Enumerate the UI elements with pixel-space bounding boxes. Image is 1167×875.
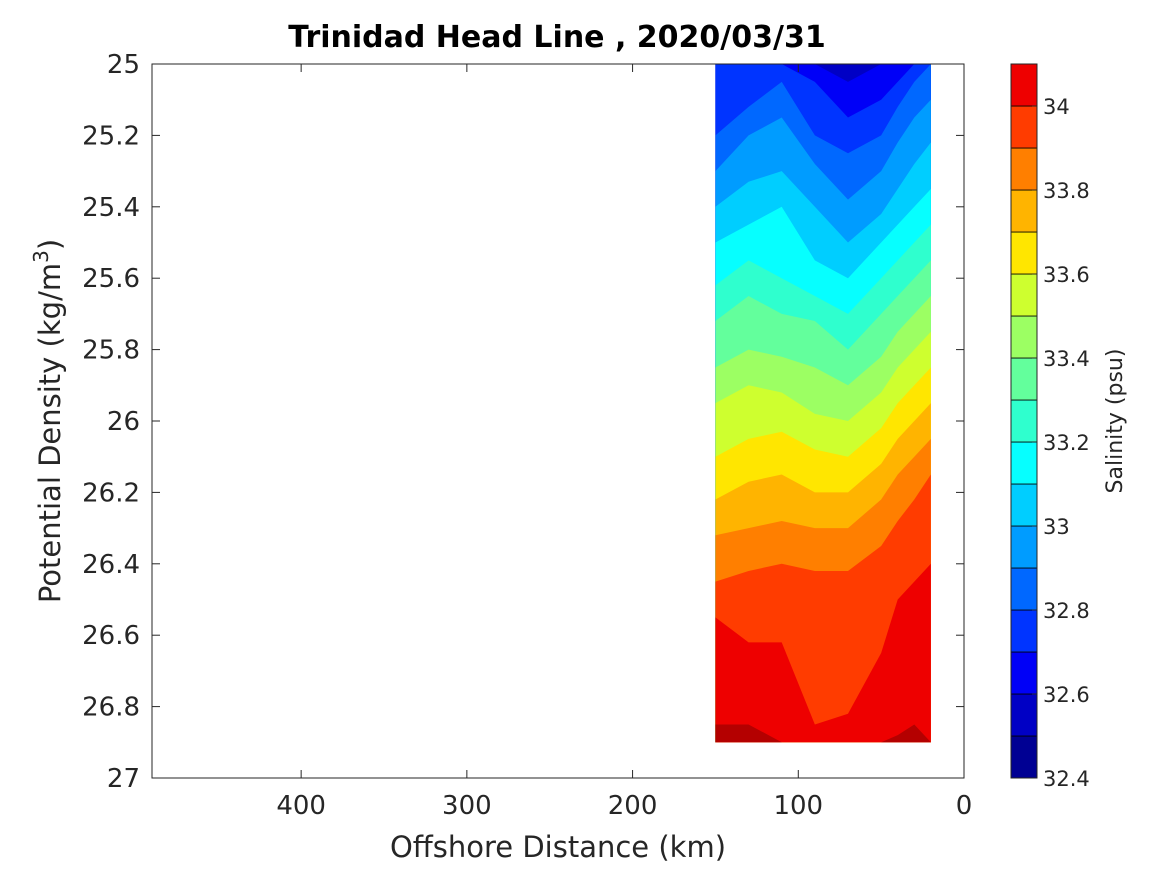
- y-tick-label: 25.8: [82, 336, 140, 366]
- x-axis: 400 300 200 100 0: [276, 64, 972, 821]
- colorbar-tick-label: 33: [1043, 515, 1070, 539]
- colorbar-swatch: [1010, 693, 1038, 737]
- contour-fill-layer: [715, 64, 931, 743]
- y-tick-label: 26: [107, 407, 140, 437]
- colorbar-swatch: [1010, 567, 1038, 611]
- y-tick-label: 26.6: [82, 621, 140, 651]
- x-tick-label: 200: [608, 791, 658, 821]
- colorbar-tick-label: 33.4: [1043, 347, 1090, 371]
- y-tick-label: 26.2: [82, 478, 140, 508]
- plot-area: 400 300 200 100 0 25 25.2 25.4 25.6 25.8 26 26.2 26…: [82, 50, 972, 821]
- colorbar-swatch: [1010, 609, 1038, 653]
- y-tick-label: 26.4: [82, 550, 140, 580]
- colorbar-swatch: [1010, 357, 1038, 401]
- colorbar-swatch: [1010, 735, 1038, 779]
- colorbar: 34 33.8 33.6 33.4 33.2 33 32.8 32.6 32.4: [1010, 63, 1090, 791]
- colorbar-swatch: [1010, 63, 1038, 107]
- colorbar-tick-label: 32.4: [1043, 767, 1090, 791]
- y-tick-label: 25.6: [82, 264, 140, 294]
- y-tick-label: 26.8: [82, 693, 140, 723]
- colorbar-swatch: [1010, 651, 1038, 695]
- contour-band: [715, 563, 931, 743]
- colorbar-swatch: [1010, 399, 1038, 443]
- colorbar-frame: [1010, 63, 1038, 779]
- x-tick-label: 0: [956, 791, 973, 821]
- x-axis-label: Offshore Distance (km): [390, 830, 726, 864]
- colorbar-swatch: [1010, 315, 1038, 359]
- chart-title: Trinidad Head Line , 2020/03/31: [288, 20, 825, 55]
- colorbar-tick-label: 33.2: [1043, 431, 1090, 455]
- colorbar-swatch: [1010, 441, 1038, 485]
- y-tick-label: 25.2: [82, 121, 140, 151]
- x-tick-label: 400: [276, 791, 326, 821]
- colorbar-tick-label: 34: [1043, 95, 1070, 119]
- y-axis-label-main: Potential Density (kg/m: [33, 263, 67, 603]
- y-axis-label-superscript: 3: [29, 250, 53, 263]
- y-axis-label: Potential Density (kg/m3): [29, 239, 67, 603]
- colorbar-tick-label: 32.6: [1043, 683, 1090, 707]
- colorbar-tick-label: 33.8: [1043, 179, 1090, 203]
- y-axis-label-close: ): [33, 239, 67, 250]
- y-tick-label: 25: [107, 50, 140, 80]
- colorbar-label: Salinity (psu): [1103, 349, 1128, 494]
- colorbar-swatch: [1010, 231, 1038, 275]
- x-tick-label: 100: [773, 791, 823, 821]
- colorbar-swatch: [1010, 483, 1038, 527]
- colorbar-swatch: [1010, 525, 1038, 569]
- colorbar-swatch: [1010, 147, 1038, 191]
- y-axis: 25 25.2 25.4 25.6 25.8 26 26.2 26.4 26.6 26.8 27: [82, 50, 964, 794]
- colorbar-swatch: [1010, 189, 1038, 233]
- y-tick-label: 25.4: [82, 193, 140, 223]
- x-tick-label: 300: [442, 791, 492, 821]
- colorbar-swatch: [1010, 273, 1038, 317]
- colorbar-swatch: [1010, 105, 1038, 149]
- contour-band: [715, 724, 931, 743]
- colorbar-tick-label: 32.8: [1043, 599, 1090, 623]
- colorbar-tick-label: 33.6: [1043, 263, 1090, 287]
- y-tick-label: 27: [107, 764, 140, 794]
